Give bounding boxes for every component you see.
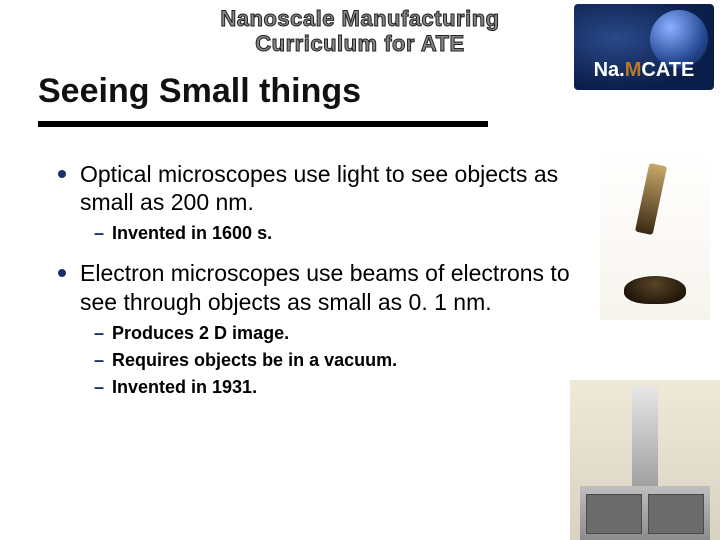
bullet-level2: – Produces 2 D image. <box>94 322 578 345</box>
bullet-dot-icon <box>58 170 66 178</box>
electron-microscope-image <box>570 380 720 540</box>
bullet-dash-icon: – <box>94 349 104 372</box>
bullet-dot-icon <box>58 269 66 277</box>
bullet-text: Requires objects be in a vacuum. <box>112 349 397 372</box>
electron-column-icon <box>632 386 658 496</box>
bullet-dash-icon: – <box>94 222 104 245</box>
bullet-dash-icon: – <box>94 322 104 345</box>
spacer <box>58 249 578 259</box>
bullet-text: Invented in 1931. <box>112 376 257 399</box>
electron-cabinet-icon <box>580 486 710 540</box>
slide-title: Seeing Small things <box>38 72 700 119</box>
bullet-level1: Optical microscopes use light to see obj… <box>58 160 578 216</box>
content-body: Optical microscopes use light to see obj… <box>58 160 578 404</box>
bullet-dash-icon: – <box>94 376 104 399</box>
bullet-text: Produces 2 D image. <box>112 322 289 345</box>
bullet-level1: Electron microscopes use beams of electr… <box>58 259 578 315</box>
title-underline <box>38 121 488 127</box>
bullet-level2: – Requires objects be in a vacuum. <box>94 349 578 372</box>
title-block: Seeing Small things <box>38 72 700 127</box>
bullet-level2: – Invented in 1600 s. <box>94 222 578 245</box>
bullet-text: Optical microscopes use light to see obj… <box>80 160 578 216</box>
bullet-text: Electron microscopes use beams of electr… <box>80 259 578 315</box>
optical-microscope-image <box>600 150 710 320</box>
bullet-text: Invented in 1600 s. <box>112 222 272 245</box>
bullet-level2: – Invented in 1931. <box>94 376 578 399</box>
